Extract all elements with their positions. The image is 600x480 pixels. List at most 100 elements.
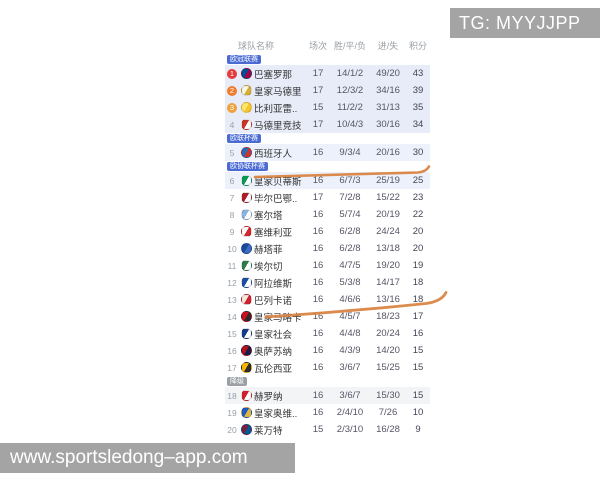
rank-cell: 9 — [229, 226, 235, 237]
rank-cell: 2 — [225, 85, 239, 96]
column-header-win-draw-loss: 胜/平/负 — [333, 40, 366, 51]
table-row[interactable]: 19 皇家奥维.. 16 2/4/10 7/26 10 — [225, 404, 430, 421]
rank-badge: 2 — [227, 85, 237, 96]
played-value: 15 — [312, 424, 324, 435]
win-draw-loss-value: 11/2/2 — [337, 102, 363, 113]
telegram-watermark: TG: MYYJJPP — [450, 8, 600, 38]
played-value: 16 — [312, 362, 324, 373]
table-row[interactable]: 11 埃尔切 16 4/7/5 19/20 19 — [225, 257, 430, 274]
team-name: 赫塔菲 — [254, 244, 283, 256]
table-row[interactable]: 20 莱万特 15 2/3/10 16/28 9 — [225, 421, 430, 438]
zone-badge: 欧协联杯赛 — [227, 162, 268, 171]
team-name: 皇家贝蒂斯 — [254, 176, 302, 188]
crest-cell — [239, 192, 254, 203]
rank-cell: 3 — [225, 102, 239, 113]
rank-cell: 10 — [227, 243, 237, 254]
atletico-madrid-crest-icon — [241, 119, 252, 130]
rank-cell: 19 — [227, 407, 237, 418]
goals-value: 20/16 — [376, 147, 400, 158]
zone-label-row: 欧冠联赛 — [225, 54, 430, 65]
real-madrid-crest-icon — [241, 85, 252, 96]
rank-cell: 5 — [229, 147, 235, 158]
crest-cell — [239, 328, 254, 339]
played-value: 16 — [312, 345, 324, 356]
win-draw-loss-value: 4/7/5 — [339, 260, 361, 271]
getafe-crest-icon — [241, 243, 252, 254]
crest-cell — [239, 226, 254, 237]
table-row[interactable]: 8 塞尔塔 16 5/7/4 20/19 22 — [225, 206, 430, 223]
column-header-goals: 进/失 — [377, 40, 399, 51]
column-header-points: 积分 — [408, 40, 427, 51]
column-header-played: 场次 — [308, 40, 327, 51]
rank-cell: 11 — [227, 260, 237, 271]
table-row[interactable]: 2 皇家马德里 17 12/3/2 34/16 39 — [225, 82, 430, 99]
telegram-watermark-text: TG: MYYJJPP — [459, 12, 581, 33]
table-row[interactable]: 17 瓦伦西亚 16 3/6/7 15/25 15 — [225, 359, 430, 376]
win-draw-loss-value: 10/4/3 — [336, 119, 364, 130]
girona-crest-icon — [241, 390, 252, 401]
crest-cell — [239, 260, 254, 271]
table-row[interactable]: 10 赫塔菲 16 6/2/8 13/18 20 — [225, 240, 430, 257]
elche-crest-icon — [241, 260, 252, 271]
played-value: 16 — [312, 277, 324, 288]
table-row[interactable]: 15 皇家社会 16 4/4/8 20/24 16 — [225, 325, 430, 342]
crest-cell — [239, 294, 254, 305]
goals-value: 49/20 — [376, 68, 400, 79]
played-value: 16 — [312, 147, 324, 158]
table-row[interactable]: 13 巴列卡诺 16 4/6/6 13/16 18 — [225, 291, 430, 308]
table-row[interactable]: 16 奥萨苏纳 16 4/3/9 14/20 15 — [225, 342, 430, 359]
goals-value: 13/16 — [376, 294, 400, 305]
played-value: 16 — [312, 260, 324, 271]
rayo-vallecano-crest-icon — [241, 294, 252, 305]
zone-label-row: 欧协联杯赛 — [225, 161, 430, 172]
real-oviedo-crest-icon — [241, 407, 252, 418]
points-value: 25 — [412, 175, 424, 186]
crest-cell — [239, 243, 254, 254]
rank-cell: 7 — [229, 192, 235, 203]
table-row[interactable]: 14 皇家马略卡 16 4/5/7 18/23 17 — [225, 308, 430, 325]
goals-value: 30/16 — [376, 119, 400, 130]
rank-badge: 3 — [227, 102, 237, 113]
table-row[interactable]: 7 毕尔巴鄂.. 17 7/2/8 15/22 23 — [225, 189, 430, 206]
table-header: 球队名称 场次 胜/平/负 进/失 积分 — [225, 36, 430, 54]
played-value: 16 — [312, 175, 324, 186]
win-draw-loss-value: 5/7/4 — [339, 209, 361, 220]
played-value: 17 — [312, 68, 324, 79]
goals-value: 24/24 — [376, 226, 400, 237]
crest-cell — [239, 119, 254, 130]
played-value: 17 — [312, 85, 324, 96]
points-value: 17 — [412, 311, 424, 322]
team-name: 阿拉维斯 — [254, 278, 293, 290]
team-name: 皇家马略卡 — [254, 312, 302, 324]
villarreal-crest-icon — [241, 102, 252, 113]
team-name: 毕尔巴鄂.. — [254, 193, 298, 205]
table-row[interactable]: 3 比利亚雷.. 15 11/2/2 31/13 35 — [225, 99, 430, 116]
goals-value: 20/19 — [376, 209, 400, 220]
played-value: 16 — [312, 328, 324, 339]
table-row[interactable]: 4 马德里竞技 17 10/4/3 30/16 34 — [225, 116, 430, 133]
points-value: 30 — [412, 147, 424, 158]
played-value: 16 — [312, 407, 324, 418]
win-draw-loss-value: 12/3/2 — [336, 85, 364, 96]
table-row[interactable]: 6 皇家贝蒂斯 16 6/7/3 25/19 25 — [225, 172, 430, 189]
table-row[interactable]: 12 阿拉维斯 16 5/3/8 14/17 18 — [225, 274, 430, 291]
team-name: 西班牙人 — [254, 148, 293, 160]
points-value: 20 — [412, 243, 424, 254]
team-name: 赫罗纳 — [254, 391, 283, 403]
crest-cell — [239, 277, 254, 288]
table-row[interactable]: 9 塞维利亚 16 6/2/8 24/24 20 — [225, 223, 430, 240]
table-row[interactable]: 1 巴塞罗那 17 14/1/2 49/20 43 — [225, 65, 430, 82]
team-name: 塞维利亚 — [254, 227, 293, 239]
win-draw-loss-value: 6/7/3 — [339, 175, 361, 186]
goals-value: 15/22 — [376, 192, 400, 203]
team-name: 瓦伦西亚 — [254, 363, 293, 375]
rank-cell: 4 — [229, 119, 235, 130]
goals-value: 31/13 — [376, 102, 400, 113]
win-draw-loss-value: 9/3/4 — [339, 147, 361, 158]
table-row[interactable]: 18 赫罗纳 16 3/6/7 15/30 15 — [225, 387, 430, 404]
win-draw-loss-value: 7/2/8 — [339, 192, 361, 203]
team-name: 莱万特 — [254, 425, 283, 437]
table-row[interactable]: 5 西班牙人 16 9/3/4 20/16 30 — [225, 144, 430, 161]
win-draw-loss-value: 4/5/7 — [339, 311, 361, 322]
zone-badge: 降级 — [227, 377, 247, 386]
